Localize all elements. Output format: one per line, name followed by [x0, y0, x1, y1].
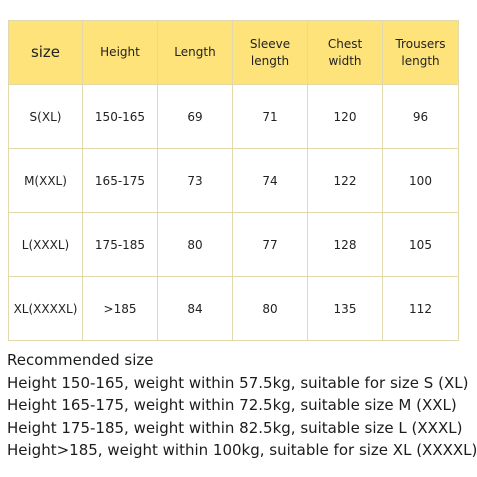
cell-size: XL(XXXXL)	[8, 276, 83, 341]
header-sleeve-length: Sleeve length	[232, 20, 308, 85]
table-row: L(XXXL) 175-185 80 77 128 105	[8, 212, 459, 277]
cell-chest-width: 135	[307, 276, 383, 341]
notes-title: Recommended size	[7, 351, 154, 369]
table-header-row: size Height Length Sleeve length Chest w…	[8, 20, 459, 85]
cell-height: >185	[82, 276, 158, 341]
header-chest-width-label: Chest width	[327, 36, 363, 68]
header-size: size	[8, 20, 83, 85]
cell-length: 73	[157, 148, 233, 213]
cell-trousers-length: 112	[382, 276, 459, 341]
cell-trousers-length: 105	[382, 212, 459, 277]
cell-chest-width: 128	[307, 212, 383, 277]
cell-chest-width: 120	[307, 84, 383, 149]
cell-length: 84	[157, 276, 233, 341]
cell-length: 69	[157, 84, 233, 149]
recommended-size-notes: Recommended size Height 150-165, weight …	[7, 349, 477, 462]
header-trousers-length-label: Trousers length	[395, 36, 446, 68]
cell-trousers-length: 96	[382, 84, 459, 149]
cell-height: 150-165	[82, 84, 158, 149]
cell-size: M(XXL)	[8, 148, 83, 213]
cell-sleeve-length: 71	[232, 84, 308, 149]
table-row: XL(XXXXL) >185 84 80 135 112	[8, 276, 459, 341]
header-length: Length	[157, 20, 233, 85]
cell-sleeve-length: 77	[232, 212, 308, 277]
cell-size: S(XL)	[8, 84, 83, 149]
header-height: Height	[82, 20, 158, 85]
header-sleeve-length-label: Sleeve length	[249, 36, 291, 68]
cell-sleeve-length: 80	[232, 276, 308, 341]
notes-line: Height 175-185, weight within 82.5kg, su…	[7, 418, 463, 437]
table-row: M(XXL) 165-175 73 74 122 100	[8, 148, 459, 213]
header-trousers-length: Trousers length	[382, 20, 459, 85]
notes-line: Height 150-165, weight within 57.5kg, su…	[7, 373, 469, 392]
cell-trousers-length: 100	[382, 148, 459, 213]
notes-line: Height 165-175, weight within 72.5kg, su…	[7, 396, 457, 414]
cell-sleeve-length: 74	[232, 148, 308, 213]
table-row: S(XL) 150-165 69 71 120 96	[8, 84, 459, 149]
cell-size: L(XXXL)	[8, 212, 83, 277]
cell-chest-width: 122	[307, 148, 383, 213]
cell-length: 80	[157, 212, 233, 277]
cell-height: 175-185	[82, 212, 158, 277]
header-chest-width: Chest width	[307, 20, 383, 85]
size-chart-table: size Height Length Sleeve length Chest w…	[8, 20, 459, 341]
notes-line: Height>185, weight within 100kg, suitabl…	[7, 441, 477, 459]
cell-height: 165-175	[82, 148, 158, 213]
